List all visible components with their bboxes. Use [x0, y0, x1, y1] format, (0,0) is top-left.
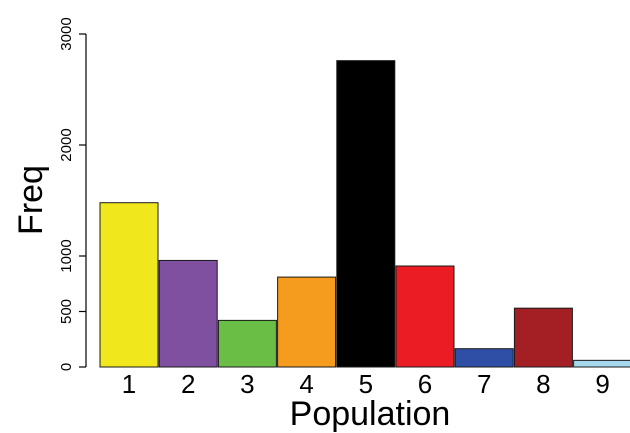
bar-6: [395, 265, 455, 368]
y-axis: 0 500 1000 2000 3000: [58, 17, 87, 371]
x-tick-label-8: 8: [536, 369, 550, 399]
y-tick-label-3000: 3000: [58, 17, 75, 50]
bar-1: [99, 202, 159, 368]
x-tick-label-3: 3: [240, 369, 254, 399]
bar-3: [217, 319, 277, 368]
bar-4: [277, 276, 337, 368]
x-axis: 1 2 3 4 5 6 7 8 9: [122, 369, 610, 399]
bar-8: [513, 307, 573, 368]
x-tick-label-9: 9: [595, 369, 609, 399]
x-tick-label-5: 5: [359, 369, 373, 399]
y-axis-title: Freq: [12, 165, 50, 235]
bar-7: [454, 348, 514, 368]
y-tick-label-1000: 1000: [58, 239, 75, 272]
x-tick-label-2: 2: [181, 369, 195, 399]
bar-2: [158, 259, 218, 368]
bar-9: [573, 359, 630, 368]
x-tick-label-1: 1: [122, 369, 136, 399]
bars: [99, 60, 630, 368]
y-tick-label-2000: 2000: [58, 128, 75, 161]
y-tick-label-0: 0: [58, 363, 75, 371]
bar-5: [336, 60, 396, 368]
y-tick-label-500: 500: [58, 299, 75, 324]
x-axis-title: Population: [290, 395, 451, 433]
x-tick-label-4: 4: [299, 369, 313, 399]
x-tick-label-6: 6: [418, 369, 432, 399]
x-tick-label-7: 7: [477, 369, 491, 399]
